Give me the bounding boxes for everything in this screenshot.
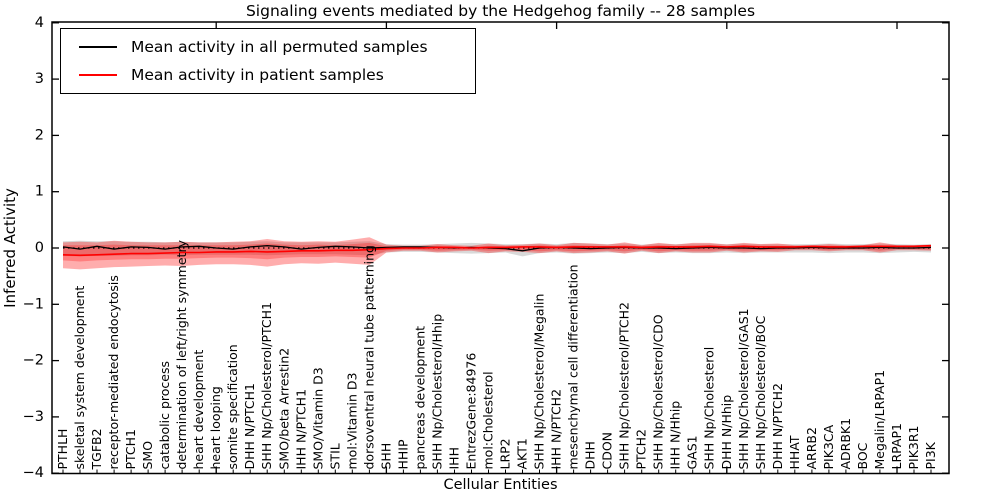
y-tick-label: 2 — [35, 127, 44, 143]
x-tick-label: BOC — [855, 442, 870, 469]
x-tick-label: SHH Np/Cholesterol/Hhip — [429, 314, 444, 470]
x-tick-label: mol:Cholesterol — [481, 371, 496, 469]
legend-item-permuted: Mean activity in all permuted samples — [61, 38, 475, 56]
y-tick-label: 0 — [35, 240, 44, 256]
x-tick-label: TGFB2 — [89, 428, 104, 470]
x-tick-label: dorsoventral neural tube patterning — [361, 245, 376, 470]
legend-label-patient: Mean activity in patient samples — [131, 66, 384, 84]
y-tick-label: −3 — [23, 409, 44, 425]
x-tick-label: EntrezGene:84976 — [464, 353, 479, 470]
x-tick-label: PIK3R1 — [906, 425, 921, 469]
legend-line-permuted-icon — [79, 46, 117, 48]
y-tick-label: −1 — [23, 296, 44, 312]
y-tick-label: −2 — [23, 353, 44, 369]
x-tick-label: pancreas development — [412, 326, 427, 470]
x-tick-label: GAS1 — [685, 435, 700, 469]
x-axis-label: Cellular Entities — [443, 477, 558, 493]
x-tick-label: PTCH1 — [123, 429, 138, 470]
permuted-mean-line — [62, 245, 932, 252]
x-tick-label: DHH N/Hhip — [719, 395, 734, 470]
x-tick-label: determination of left/right symmetry — [174, 239, 189, 469]
x-tick-label: receptor-mediated endocytosis — [106, 275, 121, 469]
x-tick-label: PTCH2 — [634, 429, 649, 470]
legend-label-permuted: Mean activity in all permuted samples — [131, 38, 428, 56]
x-tick-label: skeletal system development — [72, 286, 87, 470]
y-tick-label: 1 — [35, 184, 44, 200]
x-tick-label: IHH — [447, 447, 462, 470]
x-tick-label: SMO/Vitamin D3 — [310, 367, 325, 469]
x-tick-label: LRPAP1 — [889, 423, 904, 469]
x-tick-label: heart development — [191, 350, 206, 470]
x-tick-label: PIK3CA — [821, 424, 836, 469]
x-tick-label: DHH N/PTCH1 — [242, 383, 257, 469]
x-tick-label: CDON — [600, 432, 615, 470]
x-tick-label: AKT1 — [515, 438, 530, 469]
y-tick-label: 4 — [35, 15, 44, 31]
x-tick-label: ADRBK1 — [838, 418, 853, 470]
x-tick-label: SHH Np/Cholesterol/CDO — [651, 314, 666, 469]
x-tick-label: SHH Np/Cholesterol/BOC — [753, 315, 768, 469]
x-tick-label: IHH N/Hhip — [668, 401, 683, 470]
patient-spread-outer-band — [63, 237, 931, 270]
y-tick-label: −4 — [23, 465, 44, 481]
legend-line-patient-icon — [79, 74, 117, 76]
x-tick-label: IHH N/PTCH2 — [549, 389, 564, 470]
x-tick-label: SHH Np/Cholesterol/GAS1 — [736, 308, 751, 469]
x-tick-label: SMO/beta Arrestin2 — [276, 348, 291, 470]
x-tick-label: mol:Vitamin D3 — [344, 373, 359, 470]
x-tick-label: ARRB2 — [804, 427, 819, 469]
x-tick-label: HHAT — [787, 435, 802, 469]
x-tick-label: mesenchymal cell differentiation — [566, 264, 581, 469]
patient-mean-line — [62, 244, 932, 257]
x-tick-label: HHIP — [395, 439, 410, 469]
x-tick-label: heart looping — [208, 386, 223, 469]
x-tick-label: SHH Np/Cholesterol/PTCH2 — [617, 302, 632, 470]
legend: Mean activity in all permuted samples Me… — [60, 28, 476, 94]
x-tick-label: PTHLH — [55, 429, 70, 470]
x-tick-label: DHH — [583, 441, 598, 469]
x-tick-label: IHH N/PTCH1 — [293, 389, 308, 470]
x-tick-label: PI3K — [923, 441, 938, 469]
x-tick-label: SHH — [378, 443, 393, 470]
x-tick-label: SMO — [140, 441, 155, 470]
x-tick-label: STIL — [327, 443, 342, 469]
y-tick-label: 3 — [35, 71, 44, 87]
chart-title: Signaling events mediated by the Hedgeho… — [245, 2, 756, 20]
x-tick-label: SHH Np/Cholesterol/PTCH1 — [259, 302, 274, 470]
x-tick-label: SHH Np/Cholesterol — [702, 347, 717, 470]
x-tick-label: somite specification — [225, 344, 240, 469]
x-tick-label: SHH Np/Cholesterol/Megalin — [532, 294, 547, 470]
legend-item-patient: Mean activity in patient samples — [61, 66, 475, 84]
x-tick-label: LRP2 — [498, 438, 513, 469]
x-tick-label: Megalin/LRPAP1 — [872, 370, 887, 470]
x-tick-label: catabolic process — [157, 361, 172, 470]
x-tick-label: DHH N/PTCH2 — [770, 383, 785, 469]
